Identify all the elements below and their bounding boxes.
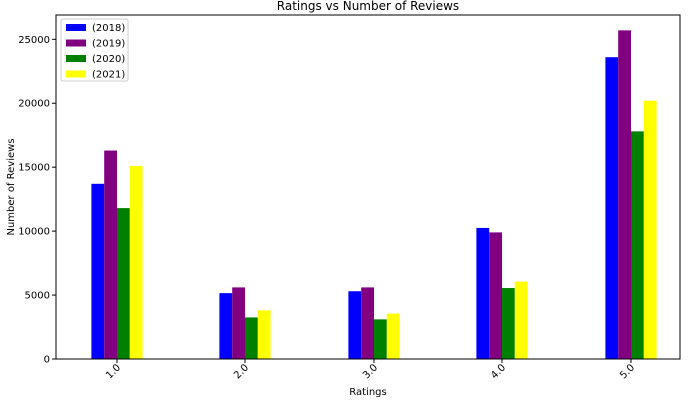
y-axis-label: Number of Reviews: [6, 138, 17, 235]
bar-2019-2.0: [232, 287, 245, 359]
legend-label: (2020): [92, 54, 125, 65]
bar-2021-2.0: [257, 310, 271, 359]
legend-label: (2021): [92, 70, 125, 81]
legend-swatch: [66, 24, 86, 31]
legend-swatch: [66, 39, 86, 47]
y-tick-label: 25000: [18, 35, 50, 46]
y-axis: 0 5000 10000 15000 20000 25000: [18, 35, 56, 366]
bar-2018-2.0: [219, 293, 233, 359]
bar-2021-4.0: [514, 281, 528, 359]
bar-2020-2.0: [245, 317, 258, 359]
x-tick-label: 3.0: [361, 362, 380, 381]
x-axis: 1.0 2.0 3.0 4.0 5.0: [104, 359, 637, 381]
x-tick-label: 4.0: [489, 362, 508, 381]
bar-2018-4.0: [476, 227, 490, 359]
bar-2019-1.0: [104, 150, 117, 359]
bar-2018-3.0: [348, 291, 362, 359]
bar-2020-4.0: [502, 288, 515, 359]
bar-2019-3.0: [361, 287, 374, 359]
legend-swatch: [66, 55, 86, 62]
legend-swatch: [66, 70, 86, 78]
x-tick-label: 2.0: [232, 362, 251, 381]
bars-group: [91, 30, 657, 360]
legend-label: (2018): [92, 23, 125, 34]
y-tick-label: 5000: [25, 291, 50, 302]
x-axis-label: Ratings: [349, 387, 386, 398]
bar-2021-1.0: [129, 165, 143, 359]
y-tick-label: 20000: [18, 99, 50, 110]
bar-2019-5.0: [618, 30, 631, 359]
bar-2018-1.0: [91, 183, 105, 359]
y-tick-label: 0: [44, 355, 50, 366]
legend: (2018) (2019) (2020) (2021): [60, 18, 129, 82]
bar-2019-4.0: [489, 232, 502, 359]
bar-2020-1.0: [117, 208, 130, 359]
bar-2021-5.0: [643, 100, 657, 360]
bar-2018-5.0: [605, 57, 619, 359]
y-tick-label: 10000: [18, 227, 50, 238]
y-tick-label: 15000: [18, 163, 50, 174]
legend-box: [60, 18, 129, 82]
bar-2020-3.0: [374, 319, 387, 359]
legend-label: (2019): [92, 39, 125, 50]
bar-2020-5.0: [631, 131, 644, 359]
x-tick-label: 5.0: [618, 362, 637, 381]
plot-frame: [55, 14, 681, 360]
chart-title: Ratings vs Number of Reviews: [277, 0, 459, 13]
bar-2021-3.0: [386, 313, 400, 359]
x-tick-label: 1.0: [104, 362, 123, 381]
